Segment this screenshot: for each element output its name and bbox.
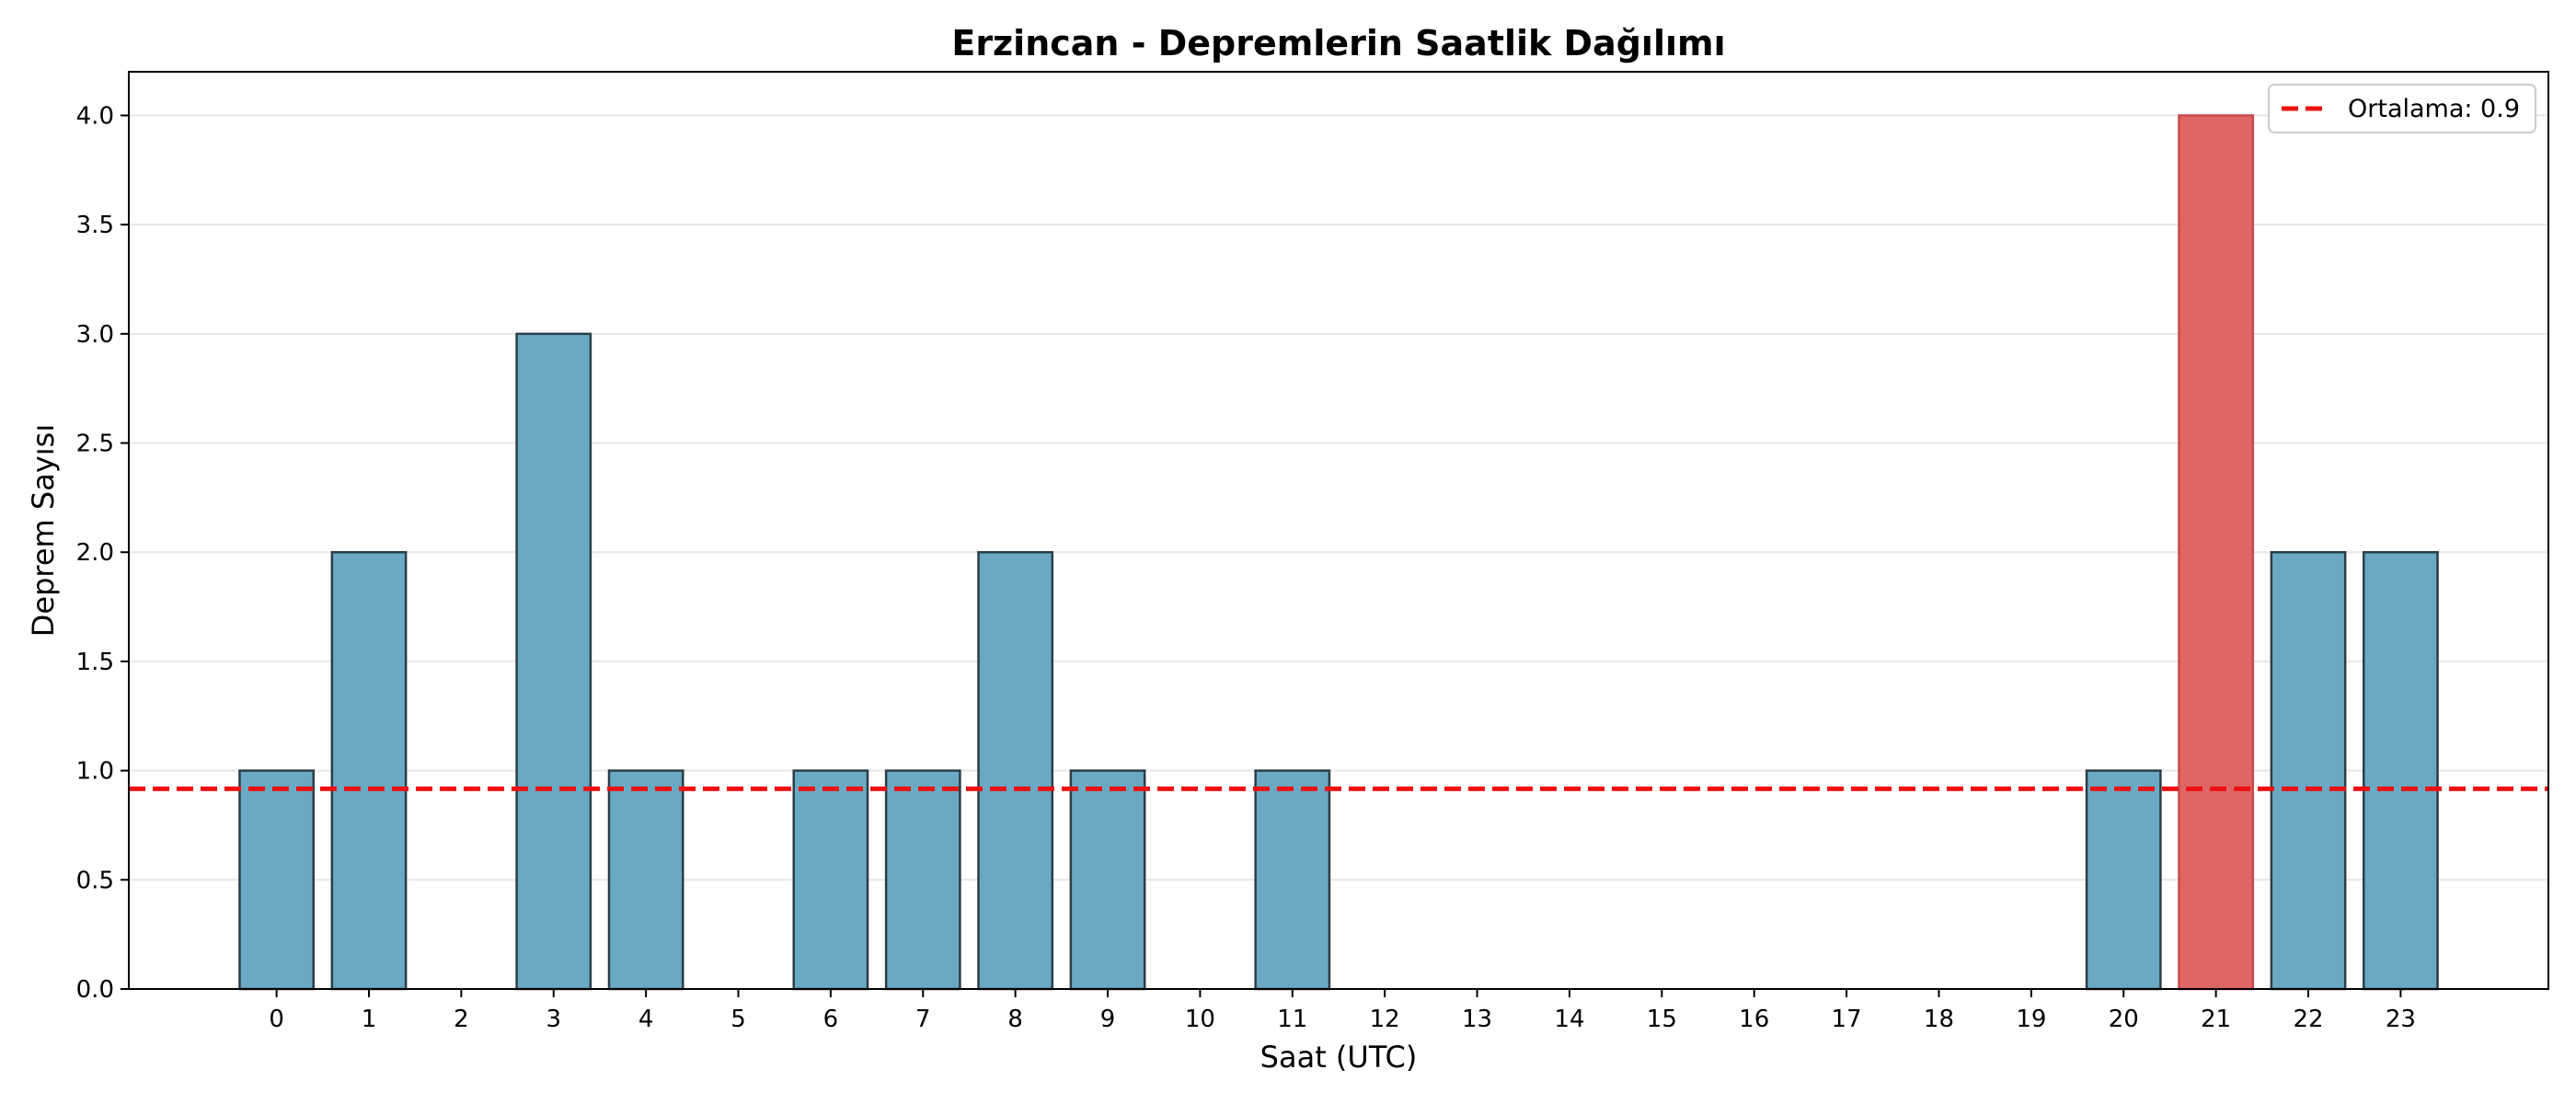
x-axis-label: Saat (UTC) [1260,1040,1418,1075]
bar-hour-22 [2270,550,2347,991]
legend-mean-label: Ortalama: 0.9 [2348,95,2520,123]
y-tick-label: 0.5 [76,867,114,894]
x-tick-label: 3 [546,1006,561,1033]
chart-title: Erzincan - Depremlerin Saatlik Dağılımı [951,23,1725,63]
y-axis-label: Deprem Sayısı [26,424,61,637]
plot-frame [128,71,2549,990]
y-tick-label: 2.5 [76,431,114,458]
bar-hour-8 [977,550,1054,991]
x-tick-label: 6 [823,1006,839,1033]
bar-hour-7 [884,769,961,991]
bar-hour-9 [1069,769,1146,991]
x-tick-label: 15 [1647,1006,1677,1033]
x-tick-label: 20 [2109,1006,2139,1033]
legend-box [2268,84,2536,133]
y-tick-label: 3.0 [76,321,114,349]
y-tick-label: 4.0 [76,102,114,130]
x-tick-label: 18 [1924,1006,1954,1033]
y-tick-label: 1.5 [76,649,114,676]
bar-hour-6 [792,769,869,991]
x-tick-label: 14 [1554,1006,1584,1033]
bar-hour-4 [607,769,684,991]
x-tick-label: 2 [454,1006,469,1033]
x-tick-label: 23 [2386,1006,2416,1033]
bar-hour-1 [330,550,408,991]
y-axis-ticks: 0.0 0.5 1.0 1.5 2.0 2.5 3.0 3.5 4.0 [76,102,129,1004]
bar-hour-3 [515,332,592,991]
x-tick-label: 0 [269,1006,284,1033]
x-tick-label: 1 [362,1006,377,1033]
x-tick-label: 11 [1277,1006,1307,1033]
y-tick-label: 1.0 [76,758,114,786]
x-tick-label: 17 [1832,1006,1862,1033]
x-tick-label: 16 [1739,1006,1769,1033]
x-tick-label: 9 [1100,1006,1116,1033]
x-tick-label: 7 [915,1006,931,1033]
y-tick-label: 2.0 [76,539,114,567]
bar-hour-21 [2178,114,2255,991]
legend: Ortalama: 0.9 [2268,84,2536,133]
x-tick-label: 10 [1185,1006,1215,1033]
x-tick-label: 22 [2293,1006,2323,1033]
y-tick-label: 3.5 [76,212,114,239]
bars [238,114,2439,991]
y-tick-label: 0.0 [76,976,114,1004]
bar-hour-20 [2085,769,2162,991]
x-tick-label: 4 [638,1006,654,1033]
bar-hour-11 [1254,769,1331,991]
x-axis-ticks: 0 1 2 3 4 5 6 7 8 9 10 11 12 13 14 15 16 17 18 19 20 21 22 23 [269,989,2416,1033]
x-tick-label: 21 [2201,1006,2231,1033]
bar-hour-23 [2362,550,2439,991]
x-tick-label: 12 [1370,1006,1400,1033]
bar-hour-0 [238,769,316,991]
x-tick-label: 13 [1462,1006,1492,1033]
x-tick-label: 5 [730,1006,746,1033]
x-tick-label: 8 [1007,1006,1023,1033]
x-tick-label: 19 [2016,1006,2046,1033]
